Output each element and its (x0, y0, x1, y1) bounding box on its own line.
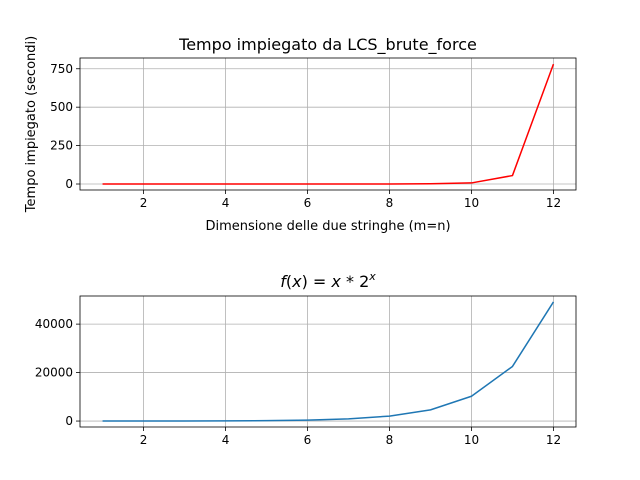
top-chart-xtick-label: 10 (464, 196, 479, 210)
top-chart-xtick-label: 8 (386, 196, 394, 210)
bottom-chart-xtick-label: 6 (304, 433, 312, 447)
top-chart-xlabel: Dimensione delle due stringhe (m=n) (205, 219, 450, 234)
top-chart-xtick-label: 12 (546, 196, 561, 210)
bottom-chart-xtick-label: 2 (140, 433, 148, 447)
bottom-chart-ytick-label: 0 (65, 414, 73, 428)
top-chart-ytick-label: 0 (65, 177, 73, 191)
top-chart-title: Tempo impiegato da LCS_brute_force (178, 35, 477, 55)
top-chart-xtick-label: 2 (140, 196, 148, 210)
bottom-chart-title: f(x) = x * 2x (280, 270, 376, 291)
top-chart-frame (79, 57, 577, 191)
top-chart-series-line (102, 63, 555, 185)
bottom-chart-xtick-label: 4 (222, 433, 230, 447)
top-chart-ytick-label: 500 (50, 100, 73, 114)
bottom-chart: 2 4 6 8 10 12 0 20000 40000 f(x) = x * 2x (35, 270, 577, 447)
top-chart-ylabel: Tempo impiegato (secondi) (24, 36, 39, 213)
bottom-chart-xtick-label: 12 (546, 433, 561, 447)
bottom-chart-xtick-label: 10 (464, 433, 479, 447)
top-chart-xtick-label: 4 (222, 196, 230, 210)
top-chart-xtick-label: 6 (304, 196, 312, 210)
top-chart-ytick-label: 750 (50, 62, 73, 76)
bottom-chart-ytick-label: 20000 (35, 366, 73, 380)
bottom-chart-ytick-label: 40000 (35, 317, 73, 331)
bottom-chart-xtick-label: 8 (386, 433, 394, 447)
top-chart-ytick-label: 250 (50, 139, 73, 153)
bottom-chart-series-line (102, 301, 555, 422)
bottom-chart-frame (79, 295, 577, 428)
top-chart: 2 4 6 8 10 12 0 250 500 750 Tempo impiegato da LC… (24, 35, 577, 234)
